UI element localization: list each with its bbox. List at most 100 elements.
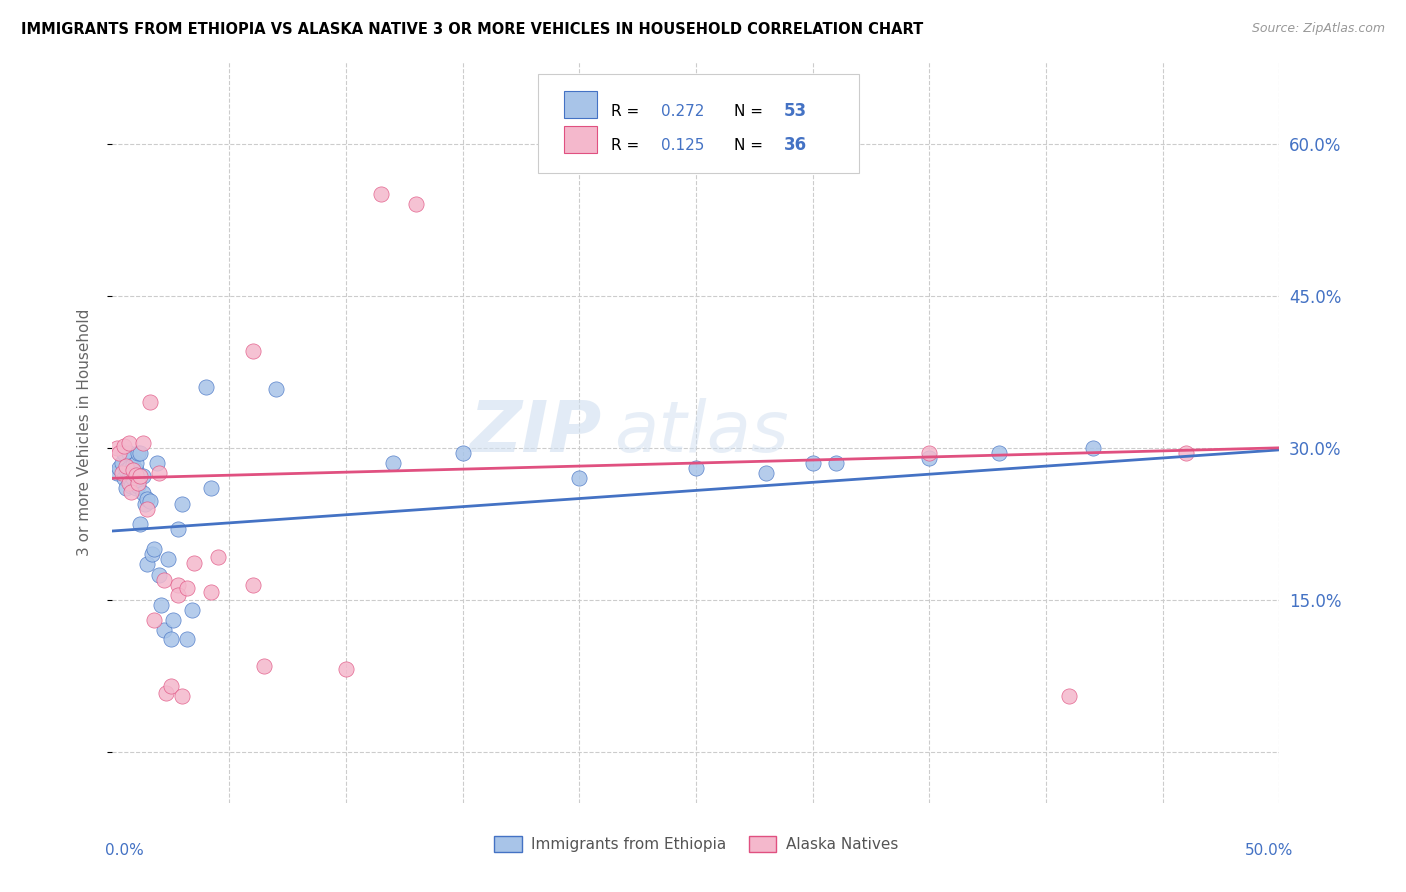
Point (200, 585, 222, 599)
Point (118, 476, 141, 491)
Point (172, 690, 194, 704)
Point (115, 459, 138, 474)
Point (111, 466, 134, 480)
Point (125, 456, 148, 470)
Point (118, 446, 141, 460)
Point (136, 558, 159, 572)
Point (157, 552, 180, 566)
Point (115, 482, 138, 496)
Point (127, 476, 149, 491)
Point (172, 497, 194, 511)
Point (120, 466, 142, 480)
Text: N =: N = (734, 138, 763, 153)
Point (146, 456, 169, 470)
Point (155, 686, 177, 700)
Point (129, 446, 152, 460)
Text: 0.0%: 0.0% (105, 843, 145, 858)
Text: 0.125: 0.125 (661, 138, 704, 153)
Point (370, 187, 392, 202)
Point (176, 632, 198, 646)
Point (918, 450, 941, 465)
Point (148, 466, 170, 480)
Text: 0.272: 0.272 (661, 103, 704, 119)
Point (335, 662, 357, 676)
Point (1175, 446, 1198, 460)
Point (120, 485, 142, 500)
Point (111, 456, 134, 470)
Point (207, 550, 229, 565)
Point (162, 613, 184, 627)
Point (801, 456, 824, 470)
Point (112, 439, 135, 453)
Point (405, 197, 427, 211)
Point (183, 557, 205, 571)
Point (918, 446, 941, 460)
Point (118, 471, 141, 485)
Point (1081, 441, 1104, 455)
Point (176, 581, 198, 595)
Y-axis label: 3 or more Vehicles in Household: 3 or more Vehicles in Household (77, 309, 91, 557)
Legend: Immigrants from Ethiopia, Alaska Natives: Immigrants from Ethiopia, Alaska Natives (488, 830, 904, 858)
Point (166, 522, 188, 536)
Point (194, 380, 217, 394)
Text: Source: ZipAtlas.com: Source: ZipAtlas.com (1251, 22, 1385, 36)
Point (122, 471, 145, 485)
Point (153, 624, 176, 638)
Point (264, 382, 287, 396)
Point (112, 446, 135, 460)
Text: 50.0%: 50.0% (1246, 843, 1294, 858)
Point (108, 446, 131, 460)
Point (166, 578, 188, 592)
Point (253, 659, 276, 673)
Point (988, 446, 1011, 460)
Point (108, 461, 131, 475)
Point (118, 435, 141, 450)
Point (451, 446, 474, 460)
Point (127, 446, 149, 460)
Point (1059, 690, 1081, 704)
Point (139, 395, 162, 409)
Point (685, 461, 707, 475)
Point (143, 613, 166, 627)
Point (150, 598, 173, 612)
Point (132, 435, 155, 450)
Point (125, 468, 148, 483)
Point (148, 567, 170, 582)
Point (132, 469, 155, 483)
Text: ZIP: ZIP (471, 398, 603, 467)
Point (125, 482, 148, 496)
Point (242, 578, 264, 592)
Point (825, 456, 848, 470)
Text: N =: N = (734, 103, 763, 119)
Point (180, 603, 202, 617)
Point (200, 482, 222, 496)
FancyBboxPatch shape (564, 126, 596, 153)
Text: R =: R = (610, 138, 640, 153)
Point (112, 471, 135, 485)
Text: atlas: atlas (614, 398, 789, 467)
FancyBboxPatch shape (564, 91, 596, 118)
Point (105, 466, 128, 480)
Point (129, 469, 152, 483)
Point (122, 458, 145, 472)
Text: 53: 53 (783, 103, 807, 120)
Point (141, 547, 163, 561)
Point (129, 516, 152, 531)
Point (381, 456, 404, 470)
Point (139, 493, 162, 508)
Point (136, 501, 159, 516)
Point (118, 461, 141, 475)
Text: IMMIGRANTS FROM ETHIOPIA VS ALASKA NATIVE 3 OR MORE VEHICLES IN HOUSEHOLD CORREL: IMMIGRANTS FROM ETHIOPIA VS ALASKA NATIV… (21, 22, 924, 37)
Point (115, 463, 138, 477)
Point (166, 588, 188, 602)
Point (160, 632, 183, 646)
Point (105, 441, 128, 455)
Point (127, 479, 149, 493)
Point (755, 466, 778, 480)
Point (242, 344, 264, 359)
Point (122, 463, 145, 477)
FancyBboxPatch shape (538, 73, 859, 173)
Point (134, 497, 156, 511)
Point (568, 471, 591, 485)
Point (136, 491, 159, 506)
